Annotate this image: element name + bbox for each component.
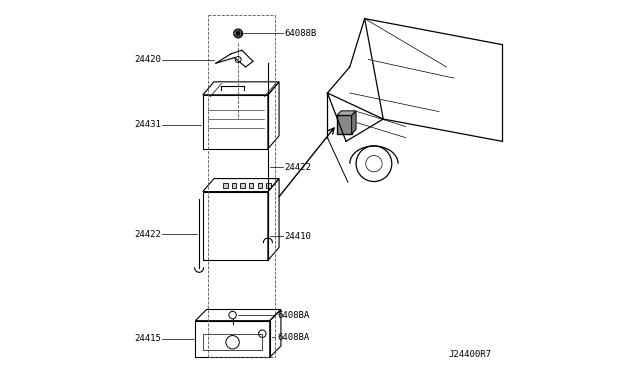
- Text: J24400R7: J24400R7: [448, 350, 491, 359]
- Text: 24422: 24422: [285, 163, 312, 172]
- Text: 24431: 24431: [134, 120, 161, 129]
- Text: 24415: 24415: [134, 334, 161, 343]
- Bar: [232, 183, 236, 188]
- Bar: [249, 183, 253, 188]
- Text: 6408BA: 6408BA: [277, 311, 310, 320]
- Text: 24420: 24420: [134, 55, 161, 64]
- Bar: [266, 183, 271, 188]
- Text: 24410: 24410: [285, 232, 312, 241]
- Text: 64088B: 64088B: [285, 29, 317, 38]
- Bar: [257, 183, 262, 188]
- Polygon shape: [351, 111, 356, 134]
- Text: 24422: 24422: [134, 230, 161, 239]
- FancyBboxPatch shape: [337, 115, 351, 134]
- Text: 6408BA: 6408BA: [277, 333, 310, 342]
- Bar: [223, 183, 228, 188]
- Polygon shape: [337, 111, 356, 115]
- Bar: [241, 183, 245, 188]
- Circle shape: [236, 32, 240, 35]
